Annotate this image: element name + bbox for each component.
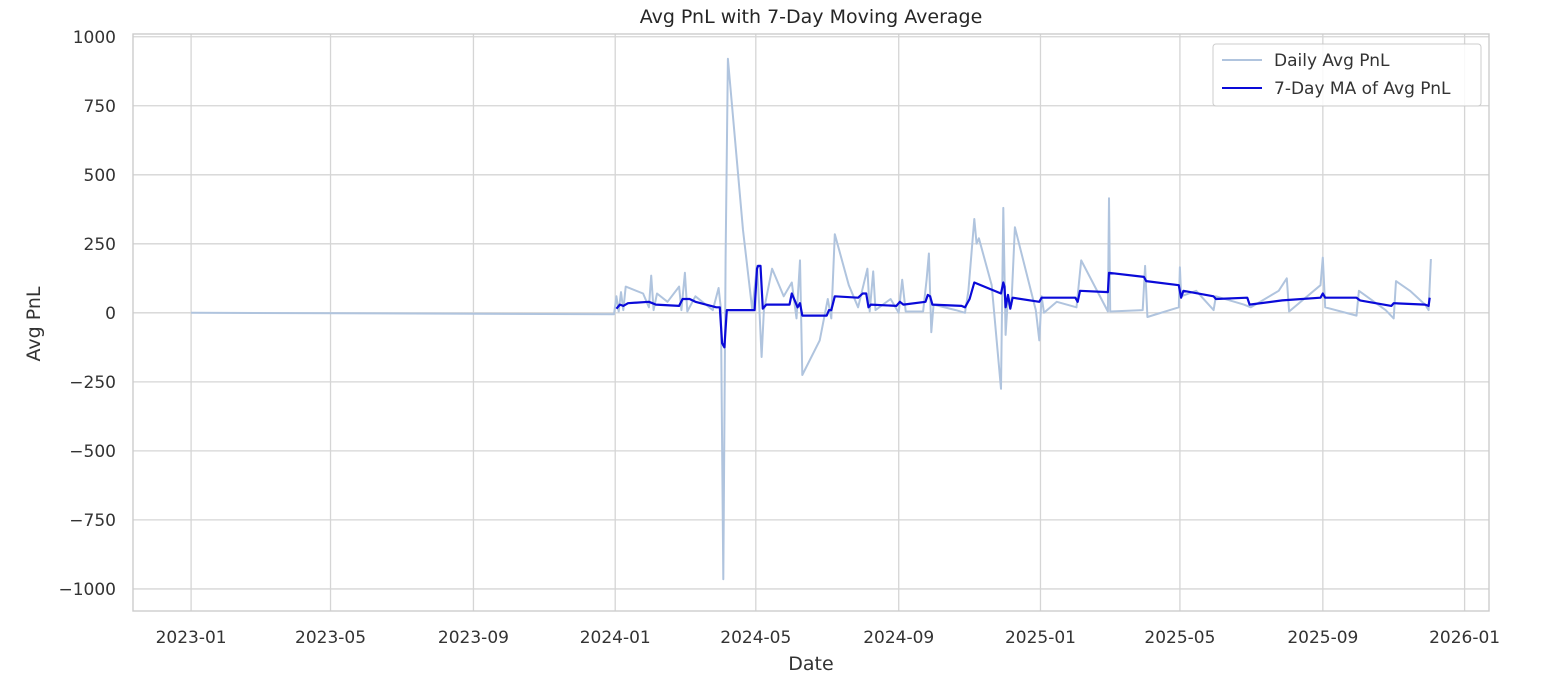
y-tick-label: −500 xyxy=(69,442,116,462)
legend-box xyxy=(1212,43,1482,107)
y-tick-label: 500 xyxy=(84,166,116,186)
legend-label-daily: Daily Avg PnL xyxy=(1274,51,1390,71)
series-group xyxy=(191,57,1432,581)
grid xyxy=(133,34,1489,611)
series-line-daily-avg-pnl xyxy=(191,57,1432,581)
x-tick-label: 2024-01 xyxy=(580,628,651,648)
y-tick-label: 0 xyxy=(105,304,116,324)
x-tick-label: 2024-05 xyxy=(720,628,791,648)
y-tick-label: 1000 xyxy=(73,28,116,48)
legend: Daily Avg PnL 7-Day MA of Avg PnL xyxy=(1212,43,1482,107)
legend-label-ma: 7-Day MA of Avg PnL xyxy=(1274,79,1451,99)
x-tick-label: 2025-09 xyxy=(1287,628,1358,648)
y-tick-label: 750 xyxy=(84,97,116,117)
x-tick-label: 2025-01 xyxy=(1005,628,1076,648)
x-tick-label: 2026-01 xyxy=(1429,628,1500,648)
x-tick-labels: 2023-01 2023-05 2023-09 2024-01 2024-05 2024-… xyxy=(156,628,1501,648)
chart-title: Avg PnL with 7-Day Moving Average xyxy=(640,6,983,28)
x-tick-label: 2025-05 xyxy=(1144,628,1215,648)
y-tick-label: −1000 xyxy=(58,580,116,600)
series-line-7day-ma xyxy=(615,264,1431,349)
x-tick-label: 2024-09 xyxy=(863,628,934,648)
x-tick-label: 2023-05 xyxy=(295,628,366,648)
plot-frame xyxy=(132,33,1490,612)
x-axis-label: Date xyxy=(788,653,833,675)
y-tick-label: 250 xyxy=(84,235,116,255)
x-tick-label: 2023-01 xyxy=(156,628,227,648)
y-tick-label: −250 xyxy=(69,373,116,393)
y-tick-label: −750 xyxy=(69,511,116,531)
y-tick-labels: −1000 −750 −500 −250 0 250 500 750 1000 xyxy=(58,28,116,600)
y-axis-label: Avg PnL xyxy=(23,286,45,361)
x-tick-label: 2023-09 xyxy=(438,628,509,648)
